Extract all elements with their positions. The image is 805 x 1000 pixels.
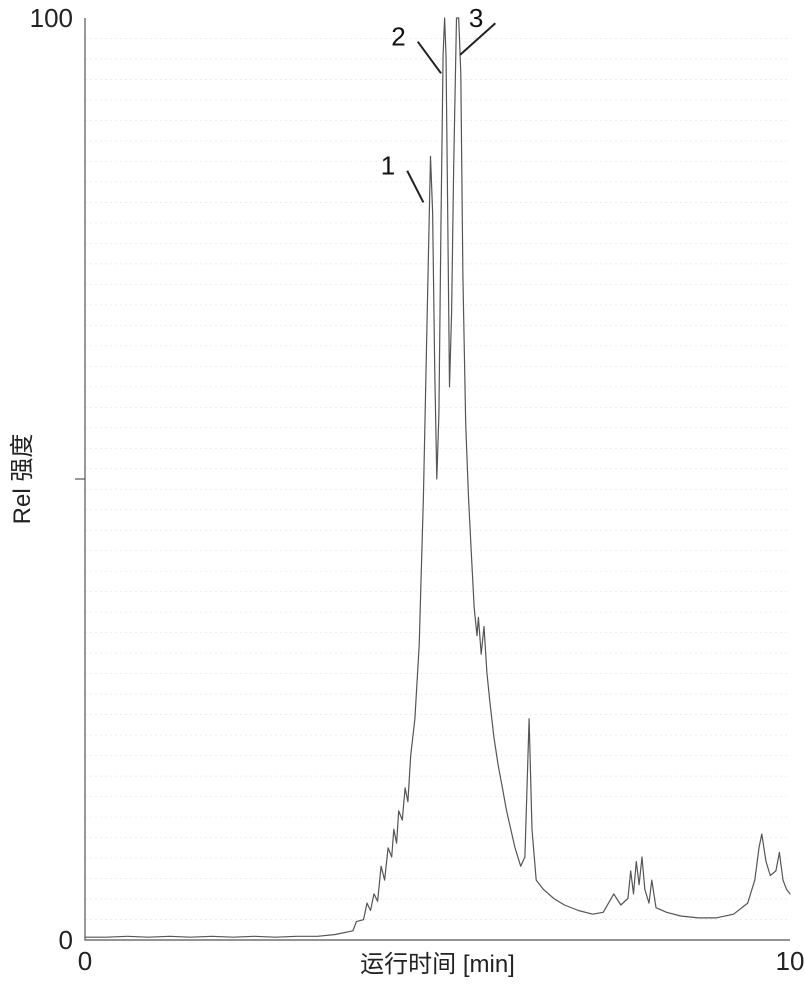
x-axis-label: 运行时间 [min] [360,951,515,978]
peak-label: 2 [391,22,405,52]
y-axis-label: Rel 强度 [9,434,36,525]
chromatogram-trace [85,18,790,937]
peak-leader [418,42,441,74]
peak-label: 1 [381,151,395,181]
peak-leader [407,171,423,203]
y-tick-label: 0 [59,925,73,955]
chart-svg: 0 100 0 10 运行时间 [min] Rel 强度 1 2 3 [0,0,805,1000]
y-tick-label: 100 [30,3,73,33]
chromatogram-chart: { "chart": { "type": "line", "width_px":… [0,0,805,1000]
x-tick-label: 10 [776,946,805,976]
peak-label: 3 [469,3,483,33]
x-tick-label: 0 [78,946,92,976]
